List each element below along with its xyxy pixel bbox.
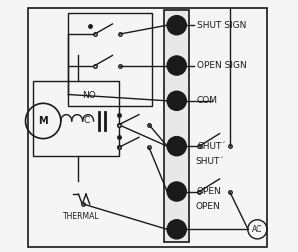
- Circle shape: [167, 16, 186, 35]
- Text: 2: 2: [174, 187, 180, 196]
- Text: 4: 4: [173, 96, 180, 105]
- Text: 3: 3: [174, 142, 180, 151]
- Text: 6: 6: [174, 21, 180, 30]
- Circle shape: [167, 220, 186, 239]
- Circle shape: [167, 91, 186, 110]
- Text: OPEN: OPEN: [195, 202, 220, 211]
- Circle shape: [167, 56, 186, 75]
- Text: 1: 1: [174, 225, 180, 234]
- Text: 5: 5: [174, 61, 180, 70]
- FancyBboxPatch shape: [164, 10, 189, 242]
- Text: M: M: [38, 116, 48, 126]
- Circle shape: [167, 137, 186, 156]
- Text: SHUT SIGN: SHUT SIGN: [197, 21, 246, 30]
- Text: COM: COM: [197, 96, 218, 105]
- Text: OPEN SIGN: OPEN SIGN: [197, 61, 247, 70]
- Text: SHUT´: SHUT´: [195, 157, 224, 166]
- Text: THERMAL: THERMAL: [63, 212, 99, 221]
- Text: NO: NO: [82, 91, 95, 100]
- Text: SHUT´: SHUT´: [197, 142, 226, 151]
- Text: OPEN: OPEN: [197, 187, 222, 196]
- Text: AC: AC: [252, 225, 263, 234]
- Text: C: C: [83, 116, 90, 125]
- Circle shape: [167, 182, 186, 201]
